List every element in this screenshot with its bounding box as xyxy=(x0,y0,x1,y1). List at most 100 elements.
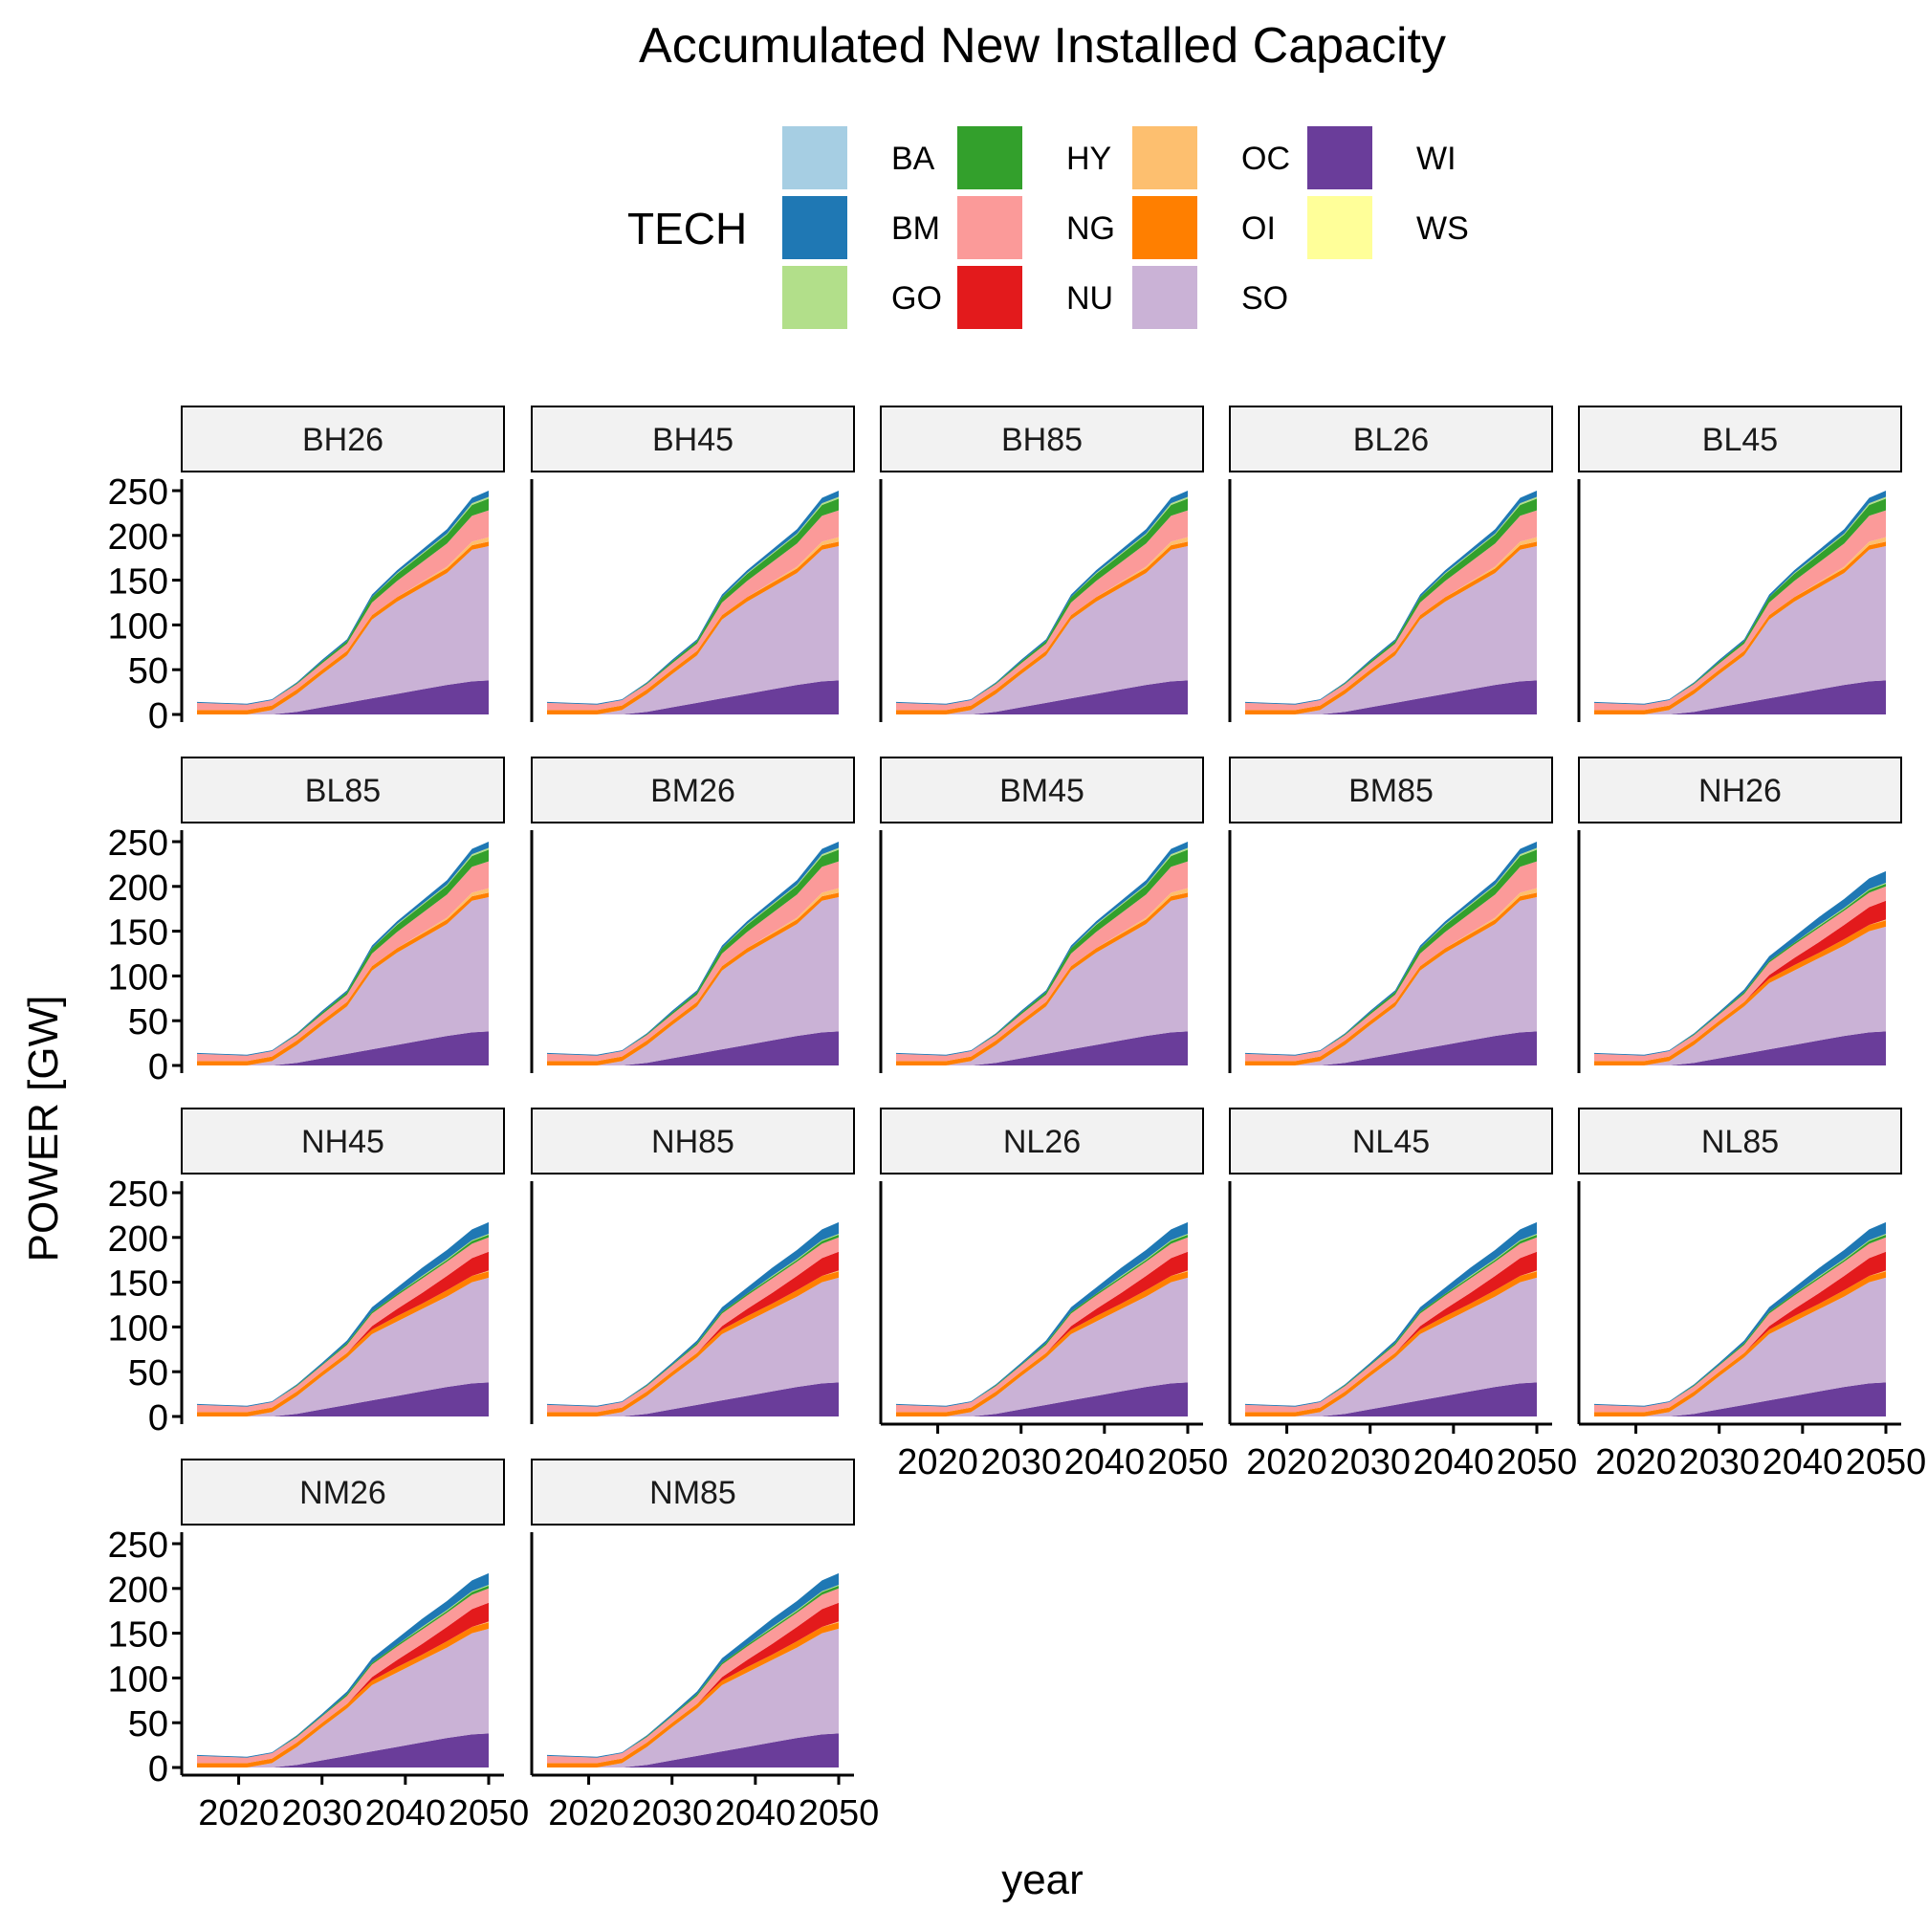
panel-nm85: NM85 2020 2030 2040 2050 xyxy=(530,1459,880,1833)
x-tick-label-2050-nl45: 2050 xyxy=(1497,1442,1578,1482)
legend-key-bm xyxy=(782,196,847,259)
x-tick-label-2040-nl26: 2040 xyxy=(1064,1442,1146,1482)
panel-bh45: BH45 xyxy=(530,406,855,722)
area-hy-nh26 xyxy=(1594,883,1886,1056)
panel-bl26: BL26 xyxy=(1228,406,1553,722)
area-so-bh45 xyxy=(547,546,839,714)
x-tick-label-2050-nm85: 2050 xyxy=(799,1793,880,1833)
area-wi-nl26 xyxy=(896,1382,1188,1416)
area-ng-nm26 xyxy=(197,1588,489,1764)
legend-label-ng: NG xyxy=(1066,210,1115,247)
area-nu-nh26 xyxy=(1594,900,1886,1062)
area-oi-nh26 xyxy=(1594,920,1886,1065)
area-so-nh45 xyxy=(197,1277,489,1416)
area-so-nh26 xyxy=(1594,926,1886,1065)
area-wi-bl26 xyxy=(1245,680,1537,714)
legend-key-wi xyxy=(1307,126,1372,189)
area-so-nl26 xyxy=(896,1277,1188,1416)
y-tick-label-250-nh45: 250 xyxy=(108,1175,168,1215)
area-bm-nl85 xyxy=(1594,1221,1886,1407)
strip-bh85 xyxy=(880,406,1204,472)
area-wi-bh85 xyxy=(896,680,1188,714)
x-tick-label-2050-nm26: 2050 xyxy=(449,1793,530,1833)
y-tick-label-200-nh45: 200 xyxy=(108,1219,168,1260)
strip-bh45 xyxy=(531,406,855,472)
area-oc-bm45 xyxy=(896,888,1188,1062)
y-axis-label: POWER [GW] xyxy=(20,996,67,1262)
panel-nl45: NL45 2020 2030 2040 2050 xyxy=(1228,1108,1578,1482)
area-bm-nm85 xyxy=(547,1572,839,1758)
area-hy-nh45 xyxy=(197,1234,489,1407)
strip-bl45 xyxy=(1578,406,1902,472)
area-ng-nl85 xyxy=(1594,1237,1886,1413)
area-oi-nl45 xyxy=(1245,1271,1537,1416)
legend-label-ws: WS xyxy=(1416,210,1469,247)
panel-nl85: NL85 2020 2030 2040 2050 xyxy=(1577,1108,1927,1482)
area-nu-nl45 xyxy=(1245,1251,1537,1413)
chart-title: Accumulated New Installed Capacity xyxy=(639,18,1446,74)
x-tick-label-2020-nl26: 2020 xyxy=(897,1442,978,1482)
area-ng-bh45 xyxy=(547,510,839,711)
area-ng-nh85 xyxy=(547,1237,839,1413)
x-tick-label-2040-nl45: 2040 xyxy=(1413,1442,1495,1482)
y-tick-label-0-bl85: 0 xyxy=(148,1047,168,1087)
area-oi-bh26 xyxy=(197,541,489,714)
legend-key-go xyxy=(782,266,847,329)
strip-label-nl85: NL85 xyxy=(1701,1124,1779,1160)
legend-label-oi: OI xyxy=(1241,210,1276,247)
strip-label-bh26: BH26 xyxy=(302,422,383,458)
area-oc-bl85 xyxy=(197,888,489,1062)
area-oi-nh85 xyxy=(547,1271,839,1416)
y-tick-label-150-nh45: 150 xyxy=(108,1264,168,1305)
area-oi-nl85 xyxy=(1594,1271,1886,1416)
area-ng-bl26 xyxy=(1245,510,1537,711)
area-hy-nm26 xyxy=(197,1585,489,1758)
strip-nh85 xyxy=(531,1108,855,1175)
area-oi-bl45 xyxy=(1594,541,1886,714)
x-tick-label-2020-nl85: 2020 xyxy=(1595,1442,1676,1482)
area-so-nm85 xyxy=(547,1628,839,1767)
area-bm-nm26 xyxy=(197,1572,489,1758)
y-tick-label-150-bl85: 150 xyxy=(108,913,168,954)
y-tick-label-100-nm26: 100 xyxy=(108,1659,168,1700)
area-oc-bh26 xyxy=(197,537,489,711)
x-tick-label-2020-nm26: 2020 xyxy=(198,1793,279,1833)
area-ng-nm85 xyxy=(547,1588,839,1764)
legend-label-so: SO xyxy=(1241,280,1288,317)
area-bm-nl26 xyxy=(896,1221,1188,1407)
area-hy-nl45 xyxy=(1245,1234,1537,1407)
y-tick-label-200-nm26: 200 xyxy=(108,1570,168,1611)
y-tick-label-50-nh45: 50 xyxy=(128,1353,168,1394)
x-tick-label-2030-nm26: 2030 xyxy=(281,1793,362,1833)
strip-nl85 xyxy=(1578,1108,1902,1175)
strip-bm85 xyxy=(1229,757,1553,823)
area-wi-bh45 xyxy=(547,680,839,714)
strip-bl26 xyxy=(1229,406,1553,472)
area-wi-bm85 xyxy=(1245,1031,1537,1065)
area-wi-nm26 xyxy=(197,1733,489,1767)
area-hy-nm85 xyxy=(547,1585,839,1758)
area-oi-bm45 xyxy=(896,892,1188,1065)
area-wi-nl85 xyxy=(1594,1382,1886,1416)
legend-label-bm: BM xyxy=(891,210,940,247)
area-wi-bm45 xyxy=(896,1031,1188,1065)
x-tick-label-2050-nl85: 2050 xyxy=(1846,1442,1927,1482)
strip-bl85 xyxy=(181,757,505,823)
strip-nh26 xyxy=(1578,757,1902,823)
strip-bh26 xyxy=(181,406,505,472)
legend-label-go: GO xyxy=(891,280,942,317)
area-ng-nh45 xyxy=(197,1237,489,1413)
x-tick-label-2020-nl45: 2020 xyxy=(1246,1442,1327,1482)
area-oc-bl45 xyxy=(1594,537,1886,711)
area-so-bh85 xyxy=(896,546,1188,714)
x-tick-label-2030-nl45: 2030 xyxy=(1329,1442,1411,1482)
area-ng-bm26 xyxy=(547,861,839,1062)
panel-bm45: BM45 xyxy=(879,757,1204,1073)
area-oc-bm85 xyxy=(1245,888,1537,1062)
y-tick-label-100-bh26: 100 xyxy=(108,606,168,647)
area-ng-nl26 xyxy=(896,1237,1188,1413)
